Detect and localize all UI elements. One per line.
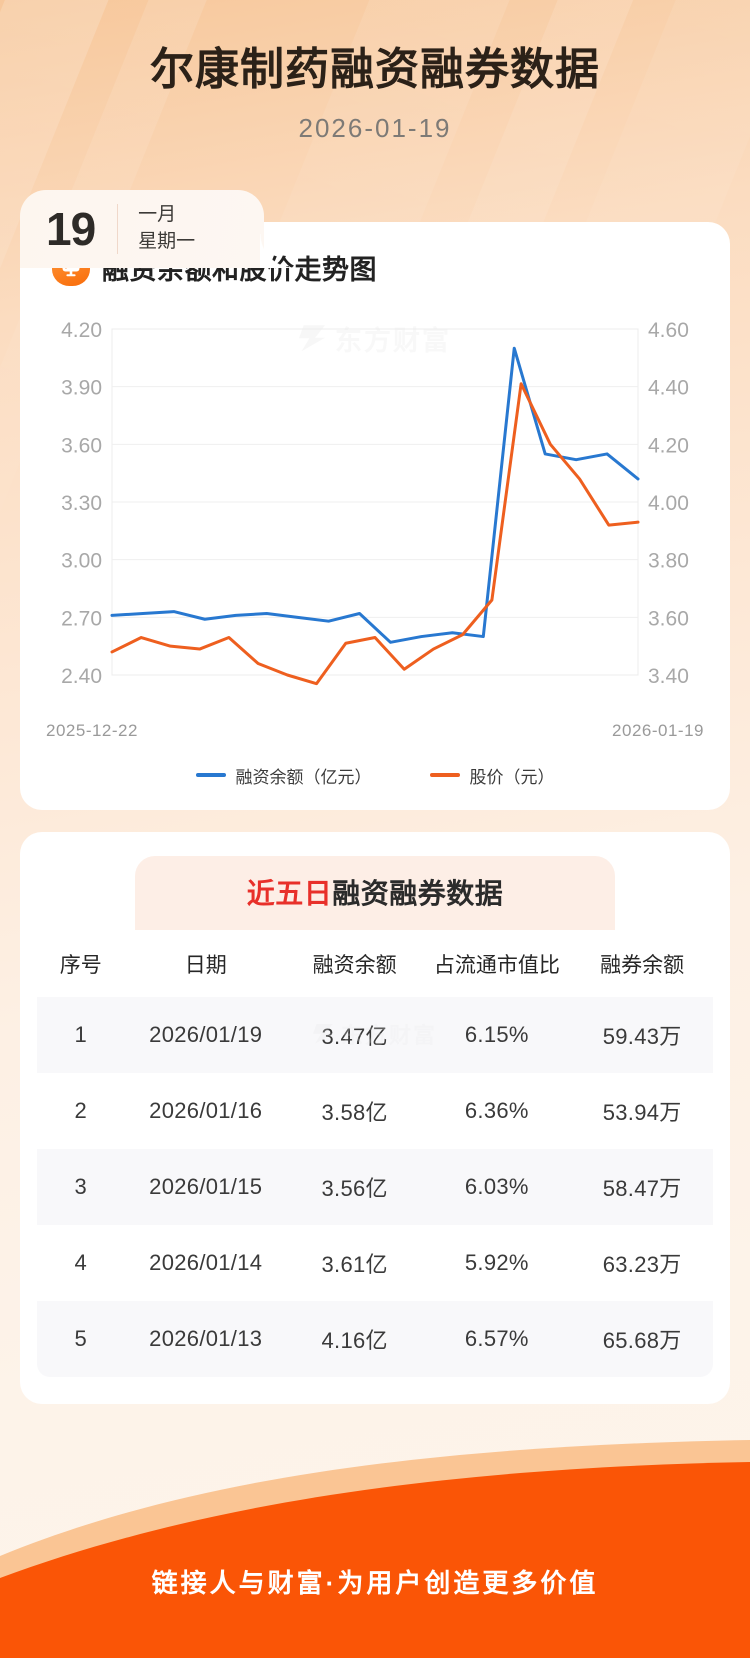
legend-item-financing[interactable]: 融资余额（亿元） [195,763,372,788]
table-body: 1 2026/01/19 3.47亿 6.15% 59.43万 2 2026/01/16 3.… [37,996,713,1377]
table-banner-accent: 近五日 [246,877,333,909]
left-axis-tick: 4.20 [61,319,102,342]
chart-plot-area: 东方财富 4.20 4.60 3.90 4.40 3.60 4.20 3.30 4.00 3.0… [40,311,710,711]
table-head: 序号 日期 融资余额 占流通市值比 融券余额 [37,930,713,997]
cell-balance: 3.56亿 [321,1175,388,1201]
right-axis-tick: 4.20 [648,434,689,457]
legend-swatch-icon [429,773,460,778]
column-header-index: 序号 [37,930,125,997]
footer-wave-decoration [0,1440,750,1658]
legend-label: 融资余额（亿元） [235,767,372,787]
cell-date: 2026/01/14 [149,1249,263,1275]
cell-date: 2026/01/19 [149,1021,263,1047]
left-axis-tick: 2.40 [61,665,102,688]
cell-balance: 4.16亿 [321,1327,388,1353]
date-chip-divider [117,204,119,254]
cell-balance: 3.61亿 [321,1251,388,1277]
footer-slogan: 链接人与财富·为用户创造更多价值 [151,1568,599,1598]
cell-index: 2 [74,1097,88,1123]
cell-short-balance: 53.94万 [602,1099,682,1125]
cell-market-pct: 5.92% [464,1249,529,1275]
table-row: 3 2026/01/15 3.56亿 6.03% 58.47万 [37,1148,713,1225]
x-axis-start-label: 2025-12-22 [46,720,138,740]
legend-swatch-icon [195,773,226,778]
cell-date: 2026/01/16 [149,1097,263,1123]
page-date: 2026-01-19 [298,112,452,143]
table-row: 4 2026/01/14 3.61亿 5.92% 63.23万 [37,1224,713,1301]
left-axis-tick: 3.30 [61,492,102,515]
column-header-date: 日期 [124,930,287,997]
financing-balance-line [110,346,640,644]
chart-card: 融资余额和股价走势图 东方财富 4.20 4.60 3.90 4.40 3.60 4.20… [20,221,730,810]
left-axis-tick: 2.70 [61,607,102,630]
margin-trading-table: 序号 日期 融资余额 占流通市值比 融券余额 1 2026/01/19 3.47亿 6… [36,929,714,1378]
table-banner-rest: 融资融券数据 [332,877,504,909]
trend-line-chart: 4.20 4.60 3.90 4.40 3.60 4.20 3.30 4.00 3.00 3.80… [61,319,689,688]
right-axis-tick: 3.60 [648,607,689,630]
right-axis-tick: 4.40 [648,376,689,399]
left-axis-tick: 3.60 [61,434,102,457]
cell-balance: 3.47亿 [321,1023,388,1049]
cell-short-balance: 65.68万 [602,1327,682,1353]
column-header-balance: 融资余额 [286,930,423,997]
cell-balance: 3.58亿 [321,1099,388,1125]
date-chip-day: 19 [46,203,96,255]
date-chip: 19 一月 星期一 [20,190,294,268]
page-header: 尔康制药融资融券数据 2026-01-19 [0,0,750,144]
legend-label: 股价（元） [469,767,555,787]
cell-market-pct: 6.03% [464,1173,529,1199]
x-axis-end-label: 2026-01-19 [612,720,704,740]
page-title: 尔康制药融资融券数据 [150,45,600,94]
right-axis-tick: 3.40 [648,665,689,688]
table-banner: 近五日融资融券数据 [135,855,615,934]
left-axis-tick: 3.00 [61,549,102,572]
cell-date: 2026/01/15 [149,1173,263,1199]
cell-index: 5 [74,1325,88,1351]
right-axis-tick: 3.80 [648,549,689,572]
cell-index: 4 [74,1249,88,1275]
column-header-market-pct: 占流通市值比 [422,930,572,997]
legend-item-price[interactable]: 股价（元） [429,763,555,788]
cell-index: 1 [74,1021,88,1047]
cell-short-balance: 58.47万 [602,1175,682,1201]
table-row: 2 2026/01/16 3.58亿 6.36% 53.94万 [37,1072,713,1149]
column-header-short-bal: 融券余额 [571,930,713,997]
cell-short-balance: 63.23万 [602,1251,682,1277]
date-chip-month: 一月 [138,204,177,226]
stock-price-line [110,382,640,685]
chart-x-axis-labels: 2025-12-22 2026-01-19 [40,711,710,741]
cell-market-pct: 6.57% [464,1325,529,1351]
chart-legend: 融资余额（亿元） 股价（元） [40,763,710,788]
cell-index: 3 [74,1173,88,1199]
table-row: 1 2026/01/19 3.47亿 6.15% 59.43万 [37,996,713,1073]
date-chip-weekday: 星期一 [138,231,196,252]
cell-market-pct: 6.15% [464,1021,529,1047]
right-axis-tick: 4.00 [648,492,689,515]
table-row: 5 2026/01/13 4.16亿 6.57% 65.68万 [37,1300,713,1377]
cell-date: 2026/01/13 [149,1325,263,1351]
cell-short-balance: 59.43万 [602,1023,682,1049]
table-header-row: 序号 日期 融资余额 占流通市值比 融券余额 [37,930,713,997]
page-footer: 链接人与财富·为用户创造更多价值 [0,1438,750,1658]
left-axis-tick: 3.90 [61,376,102,399]
right-axis-tick: 4.60 [648,319,689,342]
cell-market-pct: 6.36% [464,1097,529,1123]
